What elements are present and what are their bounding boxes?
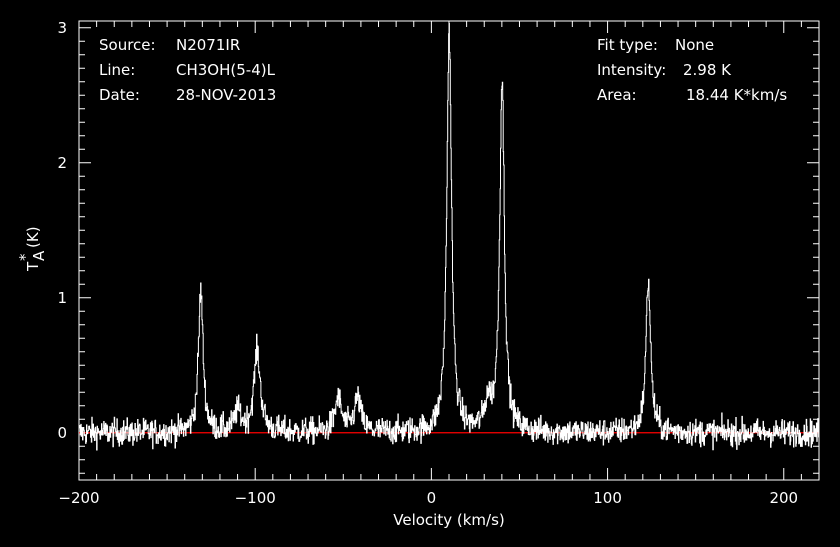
info-right: Fit type: None Intensity: 2.98 K Area: 1… <box>597 36 787 104</box>
source-value: N2071IR <box>176 36 240 54</box>
y-tick-label: 0 <box>57 424 67 442</box>
spectrum-line <box>78 23 820 451</box>
line-label: Line: <box>99 61 135 79</box>
axis-tick-labels: −200 −100 0 100 200 0 1 2 3 <box>57 19 798 507</box>
line-value: CH3OH(5-4)L <box>176 61 276 79</box>
y-tick-label: 1 <box>57 289 67 307</box>
axis-ticks <box>78 21 820 480</box>
y-tick-label: 3 <box>57 19 67 37</box>
date-value: 28-NOV-2013 <box>176 86 276 104</box>
y-axis-label-sup: * <box>16 253 34 261</box>
y-tick-label: 2 <box>57 154 67 172</box>
source-label: Source: <box>99 36 156 54</box>
x-tick-label: 200 <box>769 489 798 507</box>
y-axis-label-unit: (K) <box>24 226 42 248</box>
info-left: Source: N2071IR Line: CH3OH(5-4)L Date: … <box>99 36 276 104</box>
intensity-label: Intensity: <box>597 61 666 79</box>
area-value: 18.44 K*km/s <box>686 86 787 104</box>
x-tick-label: 100 <box>593 489 622 507</box>
date-label: Date: <box>99 86 140 104</box>
x-tick-label: −100 <box>235 489 276 507</box>
fit-type-label: Fit type: <box>597 36 658 54</box>
fit-type-value: None <box>675 36 714 54</box>
x-axis-label: Velocity (km/s) <box>393 511 504 529</box>
y-axis-label-main: T <box>24 261 42 272</box>
x-tick-label: −200 <box>58 489 99 507</box>
x-tick-label: 0 <box>427 489 437 507</box>
y-axis-label: T * A (K) <box>16 226 48 272</box>
y-axis-label-sub: A <box>30 250 48 261</box>
area-label: Area: <box>597 86 637 104</box>
intensity-value: 2.98 K <box>683 61 732 79</box>
